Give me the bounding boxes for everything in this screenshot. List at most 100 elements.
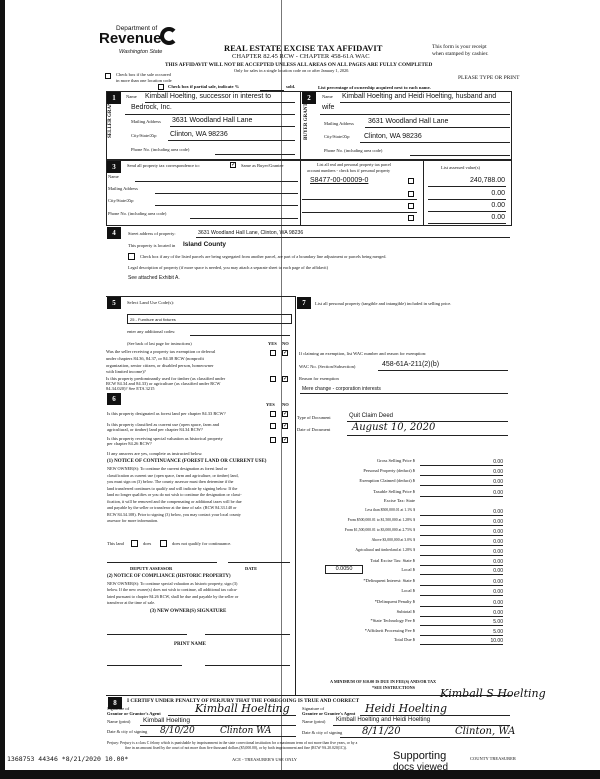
exemption-no-checkbox[interactable]: ✓ xyxy=(282,350,289,356)
tax-row-value[interactable]: 0.00 xyxy=(420,469,503,476)
seller-city-label: City/State/Zip xyxy=(131,133,157,138)
section-3-badge: 3 xyxy=(107,161,121,173)
additional-codes-label: enter any additional codes: xyxy=(127,329,176,334)
partial-percent-field[interactable] xyxy=(260,90,284,91)
personal-property-checkbox[interactable] xyxy=(408,203,414,209)
grantor-date-field[interactable]: 8/10/20 xyxy=(160,726,195,736)
line xyxy=(320,114,510,115)
tax-row-value[interactable]: 0.00 xyxy=(420,589,503,596)
forest-no-checkbox[interactable]: ✓ xyxy=(282,411,289,417)
does-not-qualify-checkbox[interactable] xyxy=(160,540,167,547)
wac-number-field[interactable]: 458-61A-211(2)(b) xyxy=(382,361,440,368)
grantee-name-label: Name (print) xyxy=(302,719,326,724)
new-owner-signature[interactable] xyxy=(107,634,187,635)
assessed-value-field[interactable]: 0.00 xyxy=(491,214,505,221)
document-date-field[interactable]: August 10, 2020 xyxy=(352,422,436,433)
tax-row-label: From $1,500,000.01 to $3,000,000 at 2.75… xyxy=(344,528,415,532)
same-as-buyer-checkbox[interactable]: ✓ xyxy=(230,162,237,168)
seller-name-field[interactable]: Kimball Hoelting, successor in interest … xyxy=(145,93,272,100)
grantor-signature-label: Signature of Grantor or Grantor's Agent xyxy=(107,706,161,716)
buyer-name-field[interactable]: Kimball Hoelting and Heidi Hoelting, hus… xyxy=(342,93,497,100)
current-use-yes-checkbox[interactable] xyxy=(270,423,276,429)
grantor-signature[interactable]: Kimball Hoelting xyxy=(195,702,290,715)
tax-row-value[interactable]: 5.00 xyxy=(420,619,503,626)
correspondence-name-field[interactable] xyxy=(135,181,298,182)
tax-row-value[interactable]: 5.00 xyxy=(420,629,503,636)
personal-property-checkbox[interactable] xyxy=(408,215,414,221)
buyer-name-field-2[interactable]: wife xyxy=(322,104,335,111)
correspondence-address-field[interactable] xyxy=(155,193,298,194)
additional-codes-field[interactable] xyxy=(190,335,290,336)
does-qualify-checkbox[interactable] xyxy=(131,540,138,547)
grantee-signature-1[interactable]: Kimball S Hoelting xyxy=(440,687,546,700)
tax-row-value[interactable]: 10.00 xyxy=(420,638,503,645)
parties-box xyxy=(106,91,512,160)
buyer-city-label: City/State/Zip xyxy=(324,134,350,139)
buyer-city-field[interactable]: Clinton, WA 98236 xyxy=(364,133,422,140)
seller-city-field[interactable]: Clinton, WA 98236 xyxy=(170,131,228,138)
personal-property-checkbox[interactable] xyxy=(408,191,414,197)
tax-row-value[interactable]: 0.00 xyxy=(420,559,503,566)
tax-row-value[interactable]: 0.00 xyxy=(420,549,503,556)
grantor-name-field[interactable]: Kimball Hoelting xyxy=(143,717,190,724)
exemption-claim-label: If claiming an exemption, list WAC numbe… xyxy=(299,351,427,356)
exemption-reason-field[interactable]: Mere change - corporation interests xyxy=(302,386,381,392)
grantor-city-field[interactable]: Clinton WA xyxy=(220,726,272,736)
timber-no-checkbox[interactable]: ✓ xyxy=(282,376,289,382)
tax-row-value[interactable]: 0.00 xyxy=(420,519,503,526)
historic-no-checkbox[interactable]: ✓ xyxy=(282,437,289,443)
tax-row-value[interactable]: 0.00 xyxy=(420,529,503,536)
tax-row-value[interactable]: 0.00 xyxy=(420,490,503,497)
buyer-address-field[interactable]: 3631 Woodland Hall Lane xyxy=(368,118,449,125)
personal-property-checkbox[interactable] xyxy=(408,178,414,184)
legal-description-field[interactable]: See attached Exhibit A. xyxy=(128,275,180,281)
timber-yes-checkbox[interactable] xyxy=(270,376,276,382)
grantee-signature-2[interactable]: Heidi Hoelting xyxy=(365,702,447,715)
correspondence-phone-label: Phone No. (including area code) xyxy=(108,211,167,216)
grantee-city-field[interactable]: Clinton, WA xyxy=(455,726,516,737)
tax-row-value[interactable]: 0.00 xyxy=(420,600,503,607)
seller-address-field[interactable]: 3631 Woodland Hall Lane xyxy=(172,117,253,124)
multi-location-checkbox[interactable] xyxy=(105,73,111,79)
notice-line: land no longer qualifies or you do not w… xyxy=(107,492,242,497)
correspondence-city-label: City/State/Zip xyxy=(108,198,134,203)
assessed-value-field[interactable]: 240,788.00 xyxy=(469,177,505,184)
seller-name-label: Name xyxy=(126,94,137,99)
exemption-question: Was the seller receiving a property tax … xyxy=(106,349,216,375)
segregated-checkbox[interactable] xyxy=(128,253,135,260)
buyer-phone-field[interactable] xyxy=(410,155,510,156)
tax-row-value[interactable]: 0.00 xyxy=(420,610,503,617)
forest-yes-checkbox[interactable] xyxy=(270,411,276,417)
assessor-date-field[interactable] xyxy=(228,562,290,563)
seller-name-field-2[interactable]: Bedrock, Inc. xyxy=(131,104,172,111)
notice-line: below. If the new owner(s) does not wish… xyxy=(107,587,238,593)
line xyxy=(302,212,417,213)
correspondence-city-field[interactable] xyxy=(155,205,298,206)
exemption-yes-checkbox[interactable] xyxy=(270,350,276,356)
local-rate-field[interactable]: 0.0050 xyxy=(325,565,363,574)
grantee-name-field[interactable]: Kimball Hoelting and Heidi Hoelting xyxy=(336,717,431,723)
tax-row-value[interactable]: 0.00 xyxy=(420,509,503,516)
current-use-no-checkbox[interactable]: ✓ xyxy=(282,423,289,429)
new-owner-print-name[interactable] xyxy=(107,665,182,666)
historic-yes-checkbox[interactable] xyxy=(270,437,276,443)
land-use-code-select[interactable]: 25 - Furniture and fixtures xyxy=(127,314,292,324)
tax-row-value[interactable]: 0.00 xyxy=(420,568,503,575)
correspondence-phone-field[interactable] xyxy=(190,218,298,219)
deputy-assessor-signature[interactable] xyxy=(107,562,217,563)
partial-sale-checkbox[interactable] xyxy=(158,84,164,90)
assessed-value-field[interactable]: 0.00 xyxy=(491,190,505,197)
tax-row-value[interactable]: 0.00 xyxy=(420,539,503,546)
parcel-number-field[interactable]: S8477-00-00009-0 xyxy=(310,177,369,184)
county-field[interactable]: Island County xyxy=(183,241,226,248)
property-address-field[interactable]: 3631 Woodland Hall Lane, Clinton, WA 982… xyxy=(198,230,304,236)
document-type-field[interactable]: Quit Claim Deed xyxy=(349,413,394,419)
notice-line: classification as current use (open spac… xyxy=(107,472,239,478)
tax-row-value[interactable]: 0.00 xyxy=(420,459,503,466)
grantee-date-field[interactable]: 8/11/20 xyxy=(362,726,401,737)
seller-phone-field[interactable] xyxy=(215,154,295,155)
tax-row-value[interactable]: 0.00 xyxy=(420,479,503,486)
line xyxy=(340,102,510,103)
assessed-value-field[interactable]: 0.00 xyxy=(491,202,505,209)
tax-row-value[interactable]: 0.00 xyxy=(420,579,503,586)
